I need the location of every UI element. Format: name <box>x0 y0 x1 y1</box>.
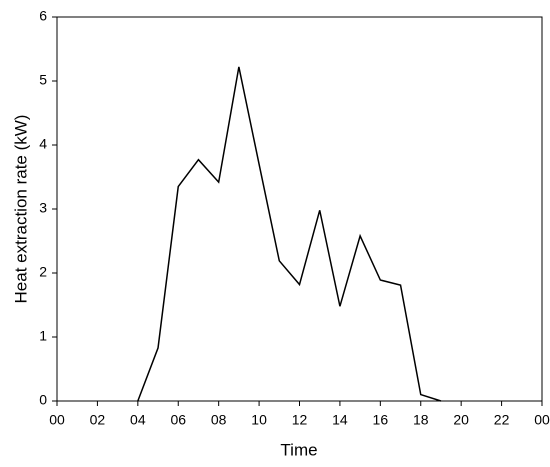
y-tick-label: 4 <box>39 136 47 152</box>
x-axis-title: Time <box>280 440 317 459</box>
x-tick-label: 04 <box>130 412 146 428</box>
x-tick-label: 20 <box>453 412 469 428</box>
x-tick-label: 14 <box>332 412 348 428</box>
x-tick-label: 16 <box>373 412 389 428</box>
x-tick-label: 10 <box>251 412 267 428</box>
x-tick-label: 02 <box>90 412 106 428</box>
x-tick-label: 08 <box>211 412 227 428</box>
y-axis-title: Heat extraction rate (kW) <box>11 115 30 304</box>
x-tick-label: 18 <box>413 412 429 428</box>
y-tick-label: 0 <box>39 392 47 408</box>
y-tick-label: 1 <box>39 328 47 344</box>
data-line <box>137 66 442 402</box>
y-tick-label: 2 <box>39 264 47 280</box>
x-tick-label: 00 <box>534 412 550 428</box>
x-tick-label: 22 <box>494 412 510 428</box>
y-tick-label: 5 <box>39 72 47 88</box>
x-tick-label: 06 <box>170 412 186 428</box>
x-tick-label: 12 <box>292 412 308 428</box>
y-tick-label: 3 <box>39 200 47 216</box>
y-tick-label: 6 <box>39 8 47 24</box>
plot-frame <box>56 16 543 402</box>
x-tick-label: 00 <box>49 412 65 428</box>
